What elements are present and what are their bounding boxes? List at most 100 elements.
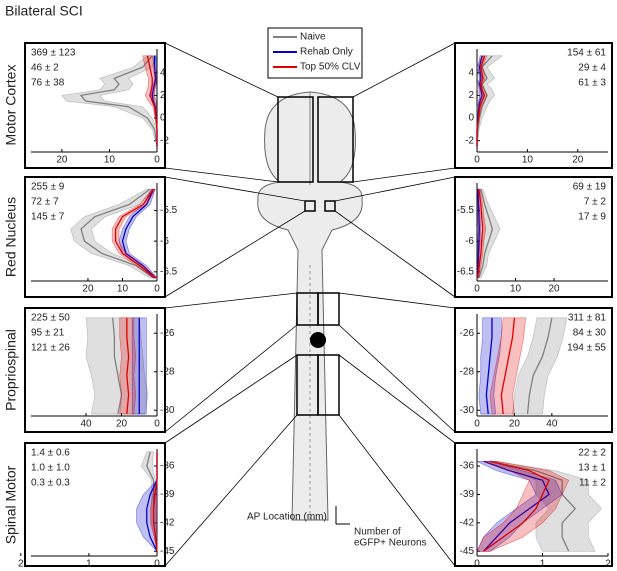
y-tick-label: -45 xyxy=(160,546,175,557)
x-tick-label: 40 xyxy=(80,419,92,430)
x-tick-label: 0 xyxy=(474,419,480,430)
x-tick-label: 20 xyxy=(548,284,560,295)
y-tick-label: -5.5 xyxy=(160,205,178,216)
y-tick-label: 0 xyxy=(468,113,474,124)
x-tick-label: 10 xyxy=(104,155,116,166)
brain-diagram xyxy=(257,91,363,521)
y-tick-label: -2 xyxy=(465,135,474,146)
y-tick-label: -45 xyxy=(460,546,475,557)
legend-label: Naive xyxy=(300,32,326,43)
x-tick-label: 0 xyxy=(474,155,480,166)
x-tick-label: 20 xyxy=(572,155,584,166)
count-label: 46 ± 2 xyxy=(31,63,59,74)
y-tick-label: -6 xyxy=(160,236,169,247)
y-tick-label: 4 xyxy=(160,67,166,78)
x-tick-label: 2 xyxy=(605,559,611,570)
error-band xyxy=(478,317,502,415)
count-label: 84 ± 30 xyxy=(573,328,607,339)
panel-box xyxy=(454,307,613,433)
y-tick-label: -42 xyxy=(460,517,475,528)
series-line xyxy=(526,317,553,415)
panel-box xyxy=(24,176,166,298)
count-label: 225 ± 50 xyxy=(31,313,70,324)
series-line xyxy=(476,55,486,147)
count-label: 369 ± 123 xyxy=(31,48,76,59)
x-tick-label: 40 xyxy=(546,419,558,430)
x-tick-label: 0 xyxy=(154,284,160,295)
count-label: 311 ± 81 xyxy=(568,313,607,324)
y-tick-label: 2 xyxy=(468,90,474,101)
series-line xyxy=(146,55,158,147)
error-band xyxy=(476,188,487,279)
y-tick-label: -6.5 xyxy=(457,266,475,277)
count-label: 194 ± 55 xyxy=(567,343,606,354)
count-label: 22 ± 2 xyxy=(578,448,606,459)
count-label: 154 ± 61 xyxy=(567,48,606,59)
panel-box xyxy=(24,442,166,567)
series-line xyxy=(152,451,158,552)
series-line xyxy=(477,189,484,279)
count-label: 61 ± 3 xyxy=(578,78,606,89)
x-tick-label: 10 xyxy=(522,155,534,166)
x-tick-label: 0 xyxy=(154,155,160,166)
series-line xyxy=(485,317,493,415)
series-line xyxy=(80,188,154,279)
series-line xyxy=(500,317,516,415)
count-label: 1.0 ± 1.0 xyxy=(31,463,70,474)
y-tick-label: 4 xyxy=(468,67,474,78)
count-label: 29 ± 4 xyxy=(578,63,606,74)
x-tick-label: 0 xyxy=(474,284,480,295)
count-label: 145 ± 7 xyxy=(31,212,65,223)
scale-x-label: eGFP+ Neurons xyxy=(354,538,427,549)
y-tick-label: -28 xyxy=(460,366,475,377)
y-tick-label: -42 xyxy=(160,517,175,528)
y-tick-label: -30 xyxy=(160,405,175,416)
panel-box xyxy=(24,42,166,169)
count-label: 76 ± 38 xyxy=(31,78,65,89)
y-tick-label: -39 xyxy=(460,489,475,500)
x-tick-label: 20 xyxy=(509,419,521,430)
x-tick-label: 0 xyxy=(474,559,480,570)
error-band xyxy=(476,461,570,552)
series-line xyxy=(478,188,494,279)
scale-y-label: AP Location (mm) xyxy=(247,512,327,523)
connectors xyxy=(164,42,456,567)
y-tick-label: -2 xyxy=(160,135,169,146)
x-tick-label: 20 xyxy=(116,419,128,430)
x-tick-label: 20 xyxy=(56,155,68,166)
x-tick-label: 1 xyxy=(86,559,92,570)
figure-title: Bilateral SCI xyxy=(5,3,83,19)
count-label: 69 ± 19 xyxy=(573,182,607,193)
y-tick-label: -36 xyxy=(460,461,475,472)
row-label: Red Nucleus xyxy=(3,197,19,277)
count-label: 7 ± 2 xyxy=(584,197,607,208)
legend-label: Rehab Only xyxy=(300,47,353,58)
y-tick-label: -26 xyxy=(460,328,475,339)
scale-bar xyxy=(335,506,350,525)
count-label: 17 ± 9 xyxy=(578,212,606,223)
x-tick-label: 1 xyxy=(540,559,546,570)
count-label: 121 ± 26 xyxy=(31,343,70,354)
count-label: 72 ± 7 xyxy=(31,197,59,208)
count-label: 95 ± 21 xyxy=(31,328,65,339)
series-line xyxy=(483,460,550,552)
panel-box xyxy=(24,307,166,433)
series-line xyxy=(114,188,156,279)
count-label: 0.3 ± 0.3 xyxy=(31,478,70,489)
legend-label: Top 50% CLV xyxy=(300,62,361,73)
error-band xyxy=(111,188,158,279)
y-tick-label: -39 xyxy=(160,489,175,500)
row-label: Motor Cortex xyxy=(3,65,19,146)
panel-box xyxy=(454,42,613,169)
x-tick-label: 0 xyxy=(154,559,160,570)
y-tick-label: -36 xyxy=(160,461,175,472)
count-label: 1.4 ± 0.6 xyxy=(31,448,70,459)
series-line xyxy=(79,55,158,147)
y-tick-label: -6 xyxy=(465,236,474,247)
count-label: 11 ± 2 xyxy=(579,478,606,489)
y-tick-label: 0 xyxy=(160,113,166,124)
row-label: Spinal Motor xyxy=(3,465,19,544)
y-tick-label: -5.5 xyxy=(457,205,475,216)
x-tick-label: 20 xyxy=(82,284,94,295)
x-tick-label: 10 xyxy=(510,284,522,295)
